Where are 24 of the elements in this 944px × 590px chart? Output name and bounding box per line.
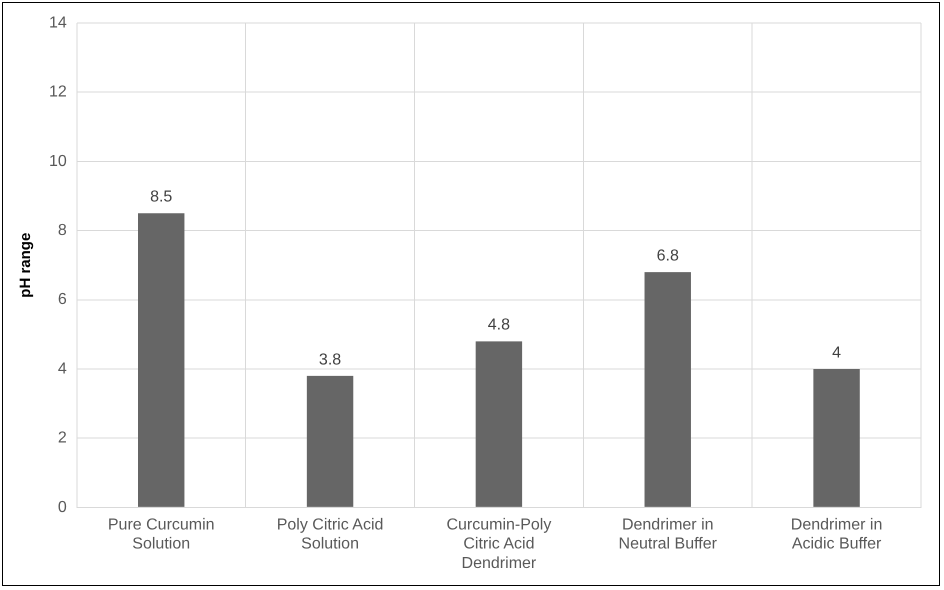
y-axis-title: pH range — [17, 232, 34, 298]
data-label: 4.8 — [488, 316, 510, 334]
y-tick-label: 14 — [49, 14, 67, 32]
data-label: 6.8 — [656, 248, 679, 265]
x-tick-label: Dendrimer in Acidic Buffer — [790, 516, 882, 553]
x-tick-label: Dendrimer in Neutral Buffer — [618, 516, 718, 553]
y-tick-label: 6 — [58, 291, 67, 308]
data-label: 8.5 — [150, 188, 172, 206]
x-tick-label: Curcumin-Poly Citric Acid Dendrimer — [446, 516, 552, 572]
bar — [813, 369, 860, 507]
x-tick-label: Pure Curcumin Solution — [108, 516, 215, 553]
bar — [306, 376, 354, 507]
bar — [644, 272, 691, 507]
y-tick-label: 12 — [49, 84, 67, 101]
y-tick-label: 0 — [58, 498, 67, 516]
x-tick-label: Poly Citric Acid Solution — [276, 516, 384, 553]
data-label: 3.8 — [318, 351, 342, 368]
y-tick-label: 10 — [49, 152, 67, 170]
bar — [476, 341, 522, 507]
y-tick-label: 4 — [58, 360, 67, 378]
y-tick-label: 2 — [58, 430, 67, 447]
y-tick-label: 8 — [58, 222, 67, 240]
bar — [138, 213, 184, 507]
data-label: 4 — [832, 344, 842, 362]
